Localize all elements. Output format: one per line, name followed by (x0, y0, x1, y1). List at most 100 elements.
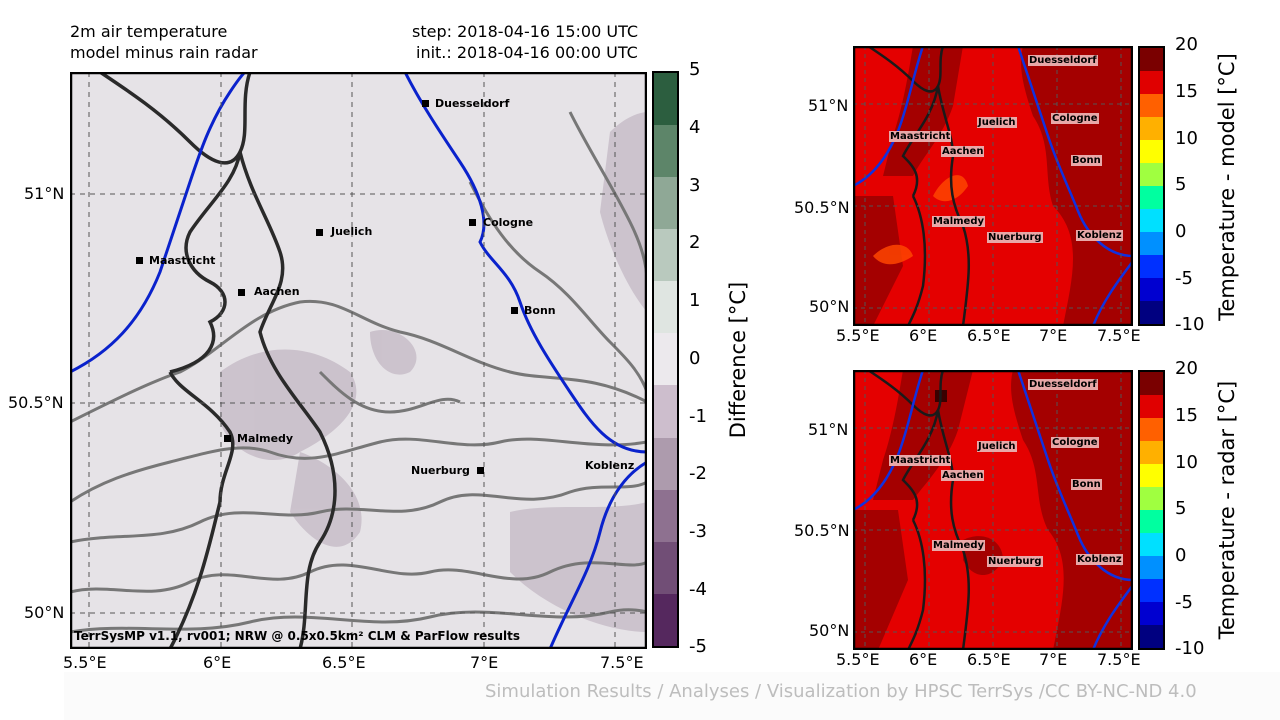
colorbar-segment (1140, 625, 1163, 648)
init-time-label: init.: 2018-04-16 00:00 UTC (416, 43, 638, 62)
colorbar-segment (654, 541, 677, 594)
country-borders (867, 370, 970, 650)
lat-tick-label: 50.5°N (8, 393, 64, 412)
colorbar-segment (1140, 602, 1163, 625)
lon-tick-label: 6°E (203, 653, 232, 672)
city-marker (422, 100, 429, 107)
colorbar-segment (1140, 209, 1163, 232)
colorbar-segment (1140, 232, 1163, 255)
lat-tick-label: 51°N (808, 420, 849, 439)
colorbar-segment (1140, 163, 1163, 186)
terrain-contours (70, 111, 647, 634)
colorbar-tick-label: 0 (1175, 220, 1187, 242)
lon-tick-label: 6°E (909, 650, 938, 669)
country-borders (867, 46, 970, 326)
colorbar-segment (654, 593, 677, 646)
city-label-bonn: Bonn (1071, 155, 1102, 166)
lon-tick-label: 7.5°E (1097, 326, 1141, 345)
colorbar-tick-label: 15 (1175, 404, 1198, 426)
city-marker (316, 229, 323, 236)
city-marker (469, 219, 476, 226)
colorbar-segment (1140, 186, 1163, 209)
colorbar-tick-label: 2 (689, 232, 701, 254)
city-marker (511, 307, 518, 314)
lon-tick-label: 5.5°E (836, 326, 880, 345)
colorbar-segment (654, 333, 677, 386)
model-temperature-colorbar (1138, 46, 1165, 326)
city-marker (477, 467, 484, 474)
city-label-koblenz: Koblenz (1076, 554, 1123, 565)
lat-tick-label: 50°N (809, 297, 850, 316)
country-borders (99, 72, 337, 649)
lon-tick-label: 7.5°E (600, 653, 644, 672)
map-title-line2: model minus rain radar (70, 43, 258, 62)
lat-tick-label: 50°N (24, 603, 65, 622)
colorbar-tick-label: -10 (1175, 638, 1205, 660)
city-label-nuerburg: Nuerburg (987, 556, 1043, 567)
warm-areas (853, 46, 1133, 326)
difference-colorbar-label: Difference [°C] (726, 281, 750, 439)
colorbar-tick-label: 1 (689, 290, 701, 312)
colorbar-tick-label: 4 (689, 117, 701, 138)
colorbar-tick-label: 3 (689, 174, 701, 196)
colorbar-segment (1140, 372, 1163, 395)
model-temperature-map (853, 46, 1133, 326)
colorbar-tick-label: 10 (1175, 451, 1198, 473)
city-label-duesseldorf: Duesseldorf (1028, 55, 1098, 66)
difference-colorbar (652, 71, 679, 648)
colorbar-tick-label: -2 (689, 463, 707, 485)
rivers (853, 46, 1133, 326)
city-label-duesseldorf: Duesseldorf (435, 97, 510, 110)
city-label-cologne: Cologne (1051, 437, 1099, 448)
lat-tick-label: 50.5°N (794, 521, 850, 540)
colorbar-segment (1140, 301, 1163, 324)
lat-tick-label: 51°N (24, 184, 65, 203)
city-label-nuerburg: Nuerburg (411, 464, 470, 477)
colorbar-segment (1140, 140, 1163, 163)
step-time-label: step: 2018-04-16 15:00 UTC (412, 22, 639, 41)
colorbar-segment (1140, 487, 1163, 510)
city-label-juelich: Juelich (977, 441, 1017, 452)
colorbar-tick-label: 20 (1175, 358, 1198, 380)
city-label-duesseldorf: Duesseldorf (1028, 379, 1098, 390)
radar-colorbar-label: Temperature - radar [°C] (1215, 380, 1239, 640)
city-label-malmedy: Malmedy (237, 432, 294, 445)
city-label-malmedy: Malmedy (932, 540, 986, 551)
colorbar-segment (1140, 579, 1163, 602)
colorbar-segment (654, 73, 677, 126)
lon-tick-label: 7°E (470, 653, 499, 672)
model-colorbar-ticks: 20 15 10 5 0 -5 -10 (1175, 34, 1205, 335)
credit-band (64, 672, 1280, 720)
lat-tick-label: 50°N (809, 621, 850, 640)
colorbar-tick-label: 0 (689, 347, 701, 369)
city-marker (136, 257, 143, 264)
lon-tick-label: 7.5°E (1097, 650, 1141, 669)
colorbar-tick-label: -5 (689, 636, 707, 658)
colorbar-segment (654, 125, 677, 178)
rivers (70, 72, 647, 649)
city-label-juelich: Juelich (331, 225, 373, 238)
colorbar-tick-label: 0 (1175, 544, 1187, 566)
colorbar-tick-label: 5 (1175, 174, 1187, 196)
colorbar-segment (1140, 464, 1163, 487)
lat-tick-label: 51°N (808, 96, 849, 115)
lon-tick-label: 6.5°E (322, 653, 366, 672)
colorbar-segment (1140, 48, 1163, 71)
lon-tick-label: 6°E (909, 326, 938, 345)
colorbar-segment (1140, 117, 1163, 140)
lon-tick-label: 6.5°E (967, 326, 1011, 345)
colorbar-tick-label: -5 (1175, 591, 1193, 613)
colorbar-tick-label: 10 (1175, 127, 1198, 149)
city-label-maastricht: Maastricht (889, 455, 952, 466)
colorbar-segment (1140, 418, 1163, 441)
map-frame (853, 46, 1133, 326)
lon-tick-label: 7°E (1039, 326, 1068, 345)
colorbar-tick-label: -10 (1175, 314, 1205, 336)
city-label-maastricht: Maastricht (889, 131, 952, 142)
colorbar-segment (1140, 510, 1163, 533)
colorbar-segment (1140, 441, 1163, 464)
model-run-footer: TerrSysMP v1.1, rv001; NRW @ 0.5x0.5km² … (74, 629, 520, 643)
colorbar-segment (1140, 278, 1163, 301)
lon-tick-label: 5.5°E (836, 650, 880, 669)
grid-lines (853, 370, 1133, 650)
